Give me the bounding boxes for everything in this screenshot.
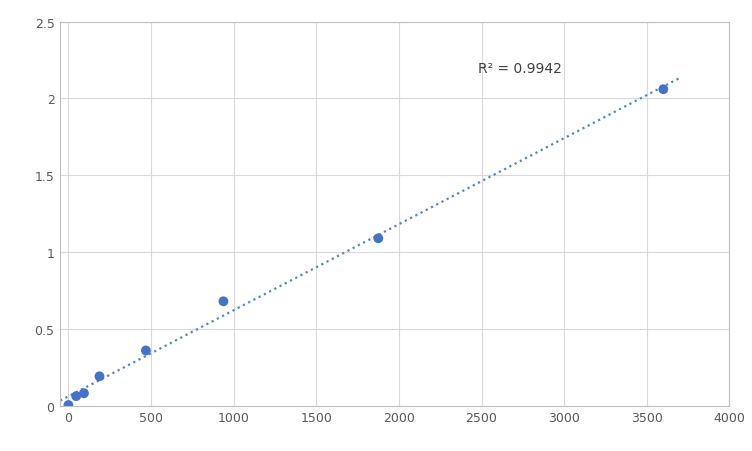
Text: R² = 0.9942: R² = 0.9942: [478, 62, 562, 76]
Point: [93, 373, 105, 380]
Point: [78, 390, 90, 397]
Point: [140, 347, 152, 354]
Point: [62, 401, 74, 409]
Point: [657, 87, 669, 94]
Point: [372, 235, 384, 242]
Point: [70, 393, 82, 400]
Point: [217, 298, 229, 305]
